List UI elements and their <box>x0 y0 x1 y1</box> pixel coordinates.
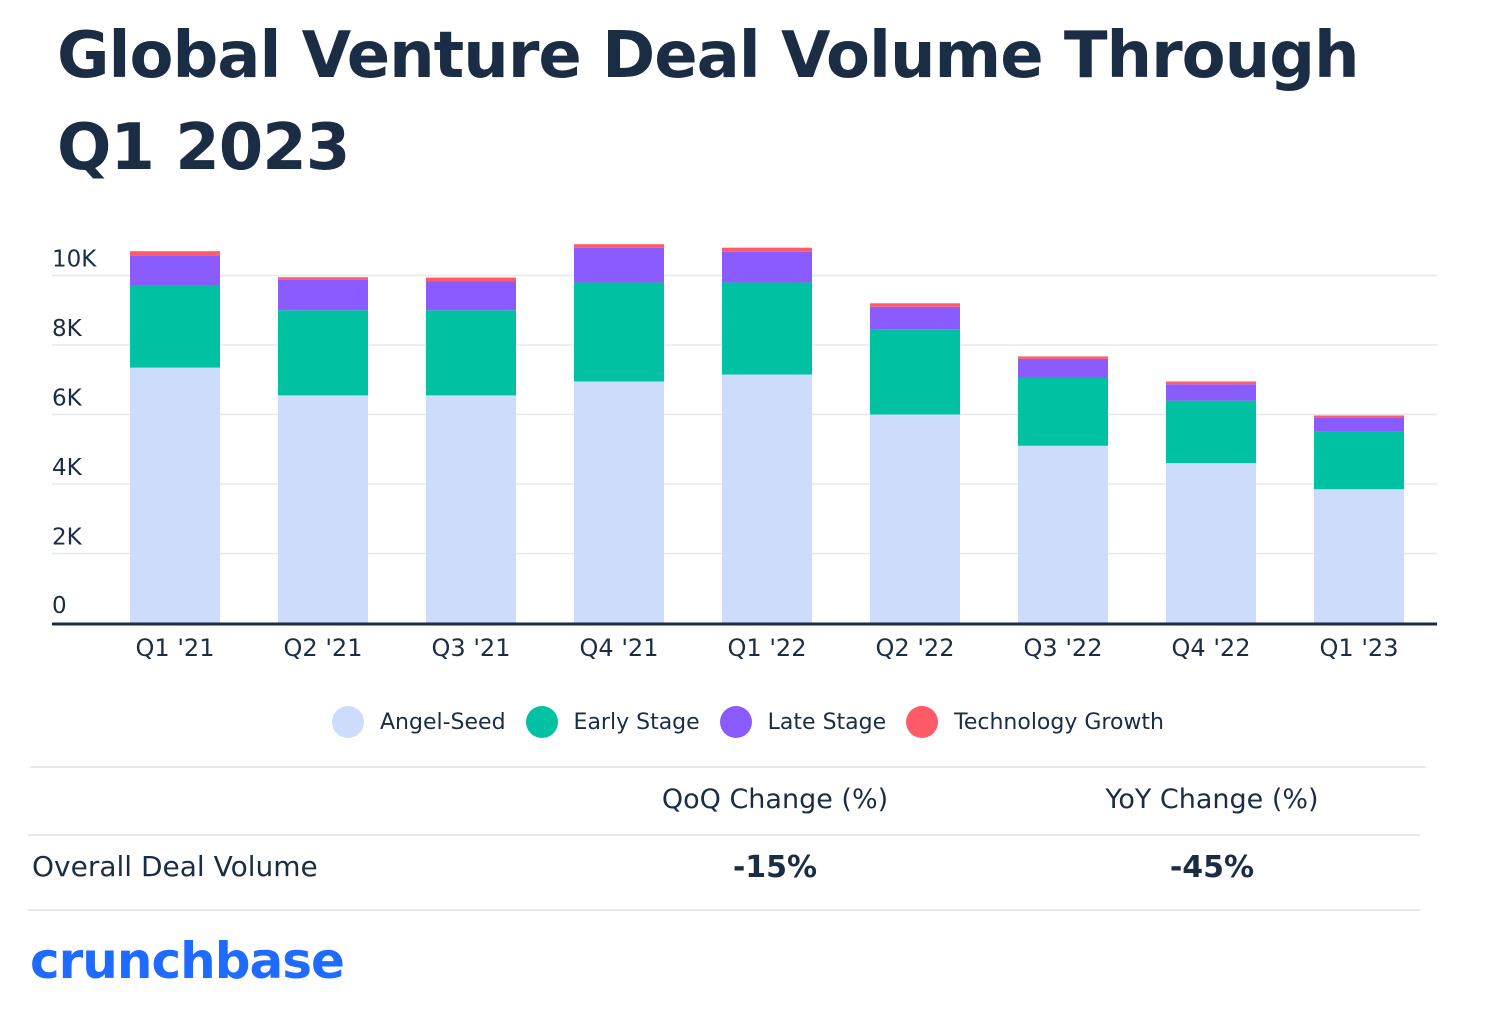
bar-segment <box>1166 463 1256 623</box>
x-tick-label: Q4 '21 <box>580 634 659 662</box>
y-tick-label: 10K <box>52 247 97 273</box>
chart-title: Global Venture Deal Volume Through Q1 20… <box>57 19 1360 185</box>
legend-swatch <box>906 706 939 738</box>
legend-label: Technology Growth <box>954 709 1164 735</box>
bar-segment <box>870 329 960 415</box>
x-tick-label: Q2 '22 <box>876 634 955 662</box>
x-tick-label: Q1 '21 <box>136 634 215 662</box>
qoq-change-value: -15% <box>732 850 818 885</box>
bar-segment <box>426 310 516 396</box>
bar-segment <box>1018 356 1108 359</box>
bar-segment <box>1166 384 1256 401</box>
x-tick-label: Q4 '22 <box>1172 634 1251 662</box>
table-header-qoq: QoQ Change (%) <box>661 784 889 815</box>
x-tick-label: Q2 '21 <box>284 634 363 662</box>
bar-segment <box>426 281 516 311</box>
bar-segment <box>130 367 220 623</box>
legend-label: Angel-Seed <box>380 709 506 735</box>
table-divider-top <box>30 766 1426 768</box>
legend-swatch <box>332 706 364 738</box>
y-tick-label: 0 <box>52 593 67 619</box>
bar-segment <box>130 251 220 256</box>
table-header-yoy: YoY Change (%) <box>1105 784 1319 815</box>
bar-segment <box>574 282 664 382</box>
bar-segment <box>426 395 516 623</box>
legend-item-early-stage: Early Stage <box>525 706 700 738</box>
bar-segment <box>1166 400 1256 464</box>
bar-segment <box>1018 378 1108 446</box>
bar-segment <box>278 310 368 396</box>
bar-segment <box>278 395 368 623</box>
x-tick-label: Q1 '22 <box>728 634 807 662</box>
bar-segment <box>130 285 220 368</box>
bar-segment <box>722 282 812 375</box>
bar-segment <box>130 255 220 286</box>
bar-segment <box>722 247 812 252</box>
table-divider-bottom <box>28 909 1420 911</box>
bar-segment <box>574 244 664 248</box>
chart-legend: Angel-Seed Early Stage Late Stage Techno… <box>0 706 1496 738</box>
crunchbase-logo: crunchbase <box>30 932 345 990</box>
bar-segment <box>870 306 960 330</box>
x-tick-label: Q3 '22 <box>1024 634 1103 662</box>
bar-segment <box>1018 358 1108 379</box>
bar-segment <box>1166 381 1256 385</box>
bar-segment <box>1314 431 1404 490</box>
x-tick-label: Q1 '23 <box>1320 634 1399 662</box>
bar-segment <box>1314 417 1404 432</box>
legend-item-technology-growth: Technology Growth <box>906 706 1164 738</box>
y-tick-label: 2K <box>52 525 83 551</box>
bar-segment <box>1018 445 1108 623</box>
table-divider-middle <box>28 834 1420 836</box>
x-tick-label: Q3 '21 <box>432 634 511 662</box>
bar-segment <box>870 303 960 307</box>
bar-segment <box>574 247 664 283</box>
table-row-label: Overall Deal Volume <box>32 850 318 883</box>
bar-segment <box>278 279 368 311</box>
y-tick-label: 8K <box>52 316 83 342</box>
legend-swatch <box>719 706 752 738</box>
legend-label: Early Stage <box>573 709 700 735</box>
bar-segment <box>870 414 960 623</box>
bar-segment <box>1314 415 1404 418</box>
bar-segment <box>722 251 812 283</box>
bar-segment <box>722 374 812 623</box>
y-tick-label: 6K <box>52 386 83 412</box>
y-tick-label: 4K <box>52 455 83 481</box>
legend-label: Late Stage <box>767 709 887 735</box>
bar-segment <box>426 277 516 282</box>
legend-item-late-stage: Late Stage <box>719 706 887 738</box>
bar-segment <box>574 381 664 623</box>
stacked-bar-chart: 0 2K 4K 6K 8K 10K Q1 '21 Q2 '21 Q3 '21 Q4 '21 Q1 '… <box>52 244 1437 662</box>
bar-segment <box>1314 489 1404 623</box>
legend-item-angel-seed: Angel-Seed <box>332 706 506 738</box>
bar-segment <box>278 277 368 280</box>
legend-swatch <box>525 706 558 738</box>
yoy-change-value: -45% <box>1169 850 1255 885</box>
